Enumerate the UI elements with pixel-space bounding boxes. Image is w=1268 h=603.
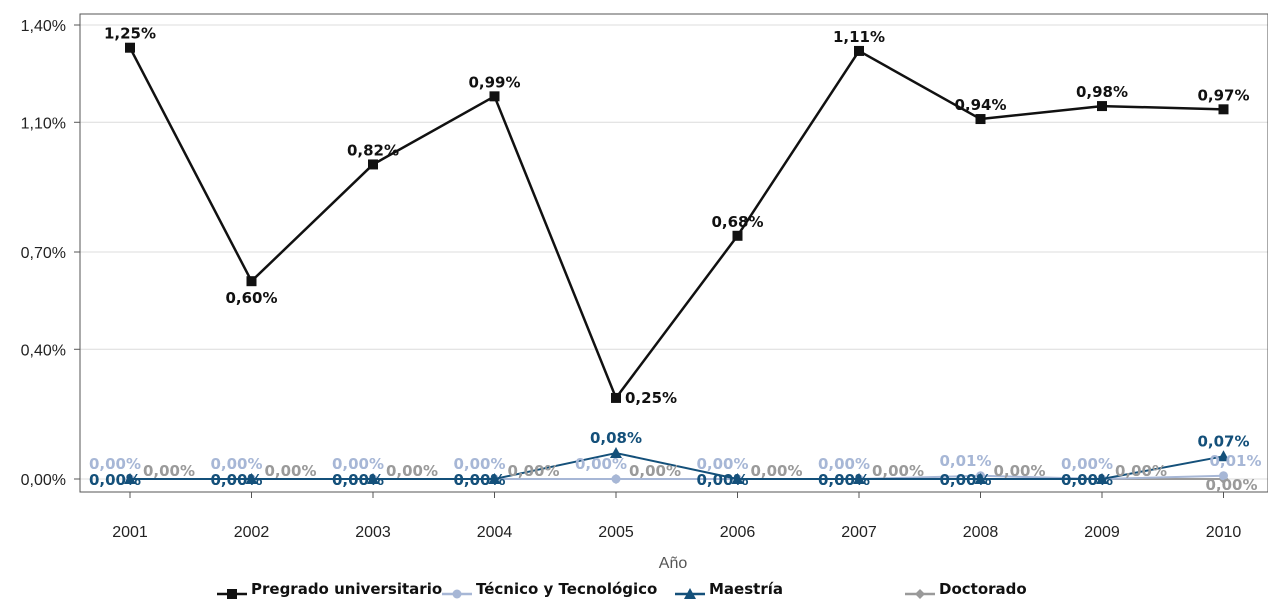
data-label: 0,00% — [696, 455, 748, 473]
data-point — [245, 473, 258, 484]
data-point — [611, 474, 621, 484]
y-tick-label: 0,40% — [21, 342, 66, 359]
data-label: 0,00% — [993, 462, 1045, 480]
data-label: 0,00% — [1115, 462, 1167, 480]
data-point — [488, 473, 501, 484]
series-line — [128, 47, 1224, 400]
data-point — [974, 473, 987, 484]
data-point — [610, 447, 622, 459]
data-label: 0,82% — [347, 141, 399, 159]
data-label: 0,25% — [625, 389, 677, 407]
data-label: 0,00% — [332, 471, 384, 489]
data-label: 0,00% — [629, 462, 681, 480]
data-label: 0,00% — [696, 471, 748, 489]
x-tick-label: 2003 — [355, 524, 391, 541]
data-point — [246, 276, 257, 287]
data-point — [124, 473, 136, 484]
data-label: 0,68% — [711, 213, 763, 231]
legend-label: Maestría — [709, 580, 783, 598]
y-tick-label: 1,40% — [21, 18, 66, 35]
x-tick-label: 2004 — [477, 524, 513, 541]
y-tick-label: 0,00% — [21, 472, 66, 489]
x-tick-label: 2010 — [1206, 524, 1242, 541]
data-label: 0,07% — [1197, 432, 1249, 450]
data-label: 0,00% — [143, 462, 195, 480]
data-point — [853, 473, 865, 484]
data-label: 0,00% — [872, 462, 924, 480]
data-label: 0,00% — [210, 471, 262, 489]
data-label: 0,01% — [939, 452, 991, 470]
legend-swatch-marker — [452, 589, 462, 599]
x-tick-label: 2002 — [234, 524, 270, 541]
data-label: 0,00% — [210, 455, 262, 473]
data-label: 1,11% — [833, 28, 885, 46]
y-tick-label: 1,10% — [21, 115, 66, 132]
data-point — [1218, 104, 1229, 115]
data-label: 0,00% — [507, 462, 559, 480]
y-tick-label: 0,70% — [21, 245, 66, 262]
data-label: 0,99% — [468, 73, 520, 91]
data-label: 0,00% — [332, 455, 384, 473]
data-point — [975, 114, 986, 125]
data-label: 0,00% — [1061, 455, 1113, 473]
data-point — [732, 230, 743, 241]
legend-swatch-marker — [227, 589, 237, 599]
data-point — [489, 91, 500, 102]
data-label: 0,01% — [1209, 452, 1261, 470]
data-label: 0,00% — [89, 455, 141, 473]
data-label: 0,60% — [225, 289, 277, 307]
plot-frame — [79, 13, 1268, 493]
legend-label: Doctorado — [939, 580, 1027, 598]
data-label: 0,00% — [939, 471, 991, 489]
data-point — [125, 42, 135, 53]
x-tick-label: 2007 — [841, 524, 877, 541]
data-label: 0,00% — [453, 471, 505, 489]
data-label: 0,00% — [386, 462, 438, 480]
data-point — [367, 473, 379, 484]
legend: Pregrado universitario Técnico y Tecnológ… — [217, 580, 1027, 599]
x-axis: 2001 2002 2003 2004 2005 2006 2007 2008 2009 2010 — [112, 492, 1241, 541]
data-point — [611, 392, 621, 403]
data-point — [1219, 471, 1228, 481]
data-point — [1097, 101, 1107, 112]
x-tick-label: 2005 — [598, 524, 634, 541]
data-label: 0,00% — [264, 462, 316, 480]
x-tick-label: 2006 — [720, 524, 756, 541]
x-tick-label: 2008 — [963, 524, 999, 541]
legend-swatch-marker — [684, 588, 696, 599]
data-point — [731, 473, 744, 484]
data-point — [368, 159, 378, 170]
data-point — [1096, 473, 1108, 484]
data-label: 0,00% — [89, 471, 141, 489]
data-label: 0,98% — [1076, 83, 1128, 101]
legend-swatch-marker — [915, 589, 925, 599]
x-tick-label: 2001 — [112, 524, 148, 541]
legend-label: Pregrado universitario — [251, 580, 442, 598]
data-label: 0,00% — [818, 471, 870, 489]
x-tick-label: 2009 — [1084, 524, 1120, 541]
data-label: 0,94% — [954, 96, 1006, 114]
data-label: 0,00% — [1061, 471, 1113, 489]
data-label: 0,00% — [818, 455, 870, 473]
series-group — [124, 42, 1230, 484]
data-label: 0,08% — [590, 429, 642, 447]
data-labels: 1,25% 0,60% 0,82% 0,99% 0,25% 0,68% 1,11% 0,94%… — [89, 25, 1262, 494]
data-label: 0,00% — [750, 462, 802, 480]
data-label: 0,00% — [453, 455, 505, 473]
data-point — [1217, 450, 1230, 462]
data-label: 0,00% — [1205, 476, 1257, 494]
series-line — [130, 452, 1224, 480]
legend-label: Técnico y Tecnológico — [476, 580, 657, 598]
data-label: 0,97% — [1197, 86, 1249, 104]
data-label: 0,00% — [575, 455, 627, 473]
data-point — [854, 45, 864, 56]
x-axis-title: Año — [659, 555, 688, 572]
y-axis: 0,00% 0,40% 0,70% 1,10% 1,40% — [21, 18, 80, 489]
data-label: 1,25% — [104, 25, 156, 43]
